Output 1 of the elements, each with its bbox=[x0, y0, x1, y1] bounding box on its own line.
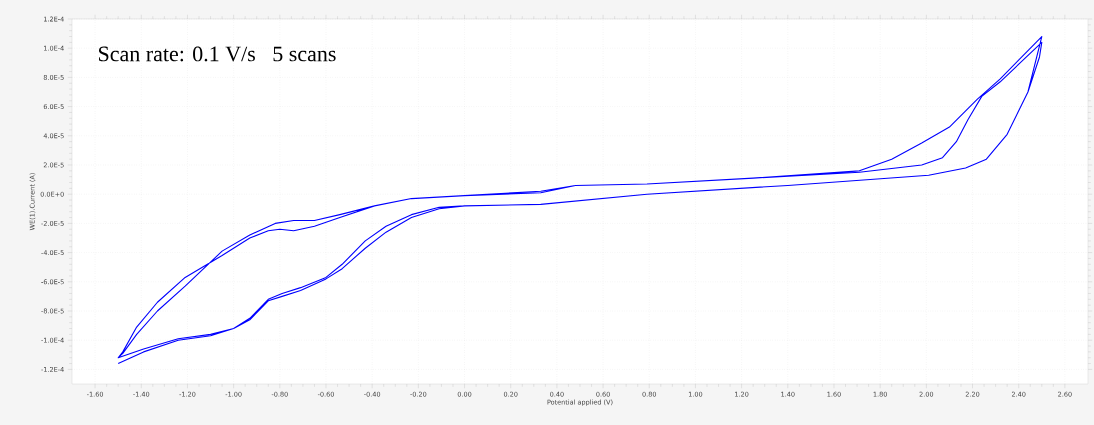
annotation: Scan rate: 0.1 V/s 5 scans bbox=[98, 46, 336, 62]
